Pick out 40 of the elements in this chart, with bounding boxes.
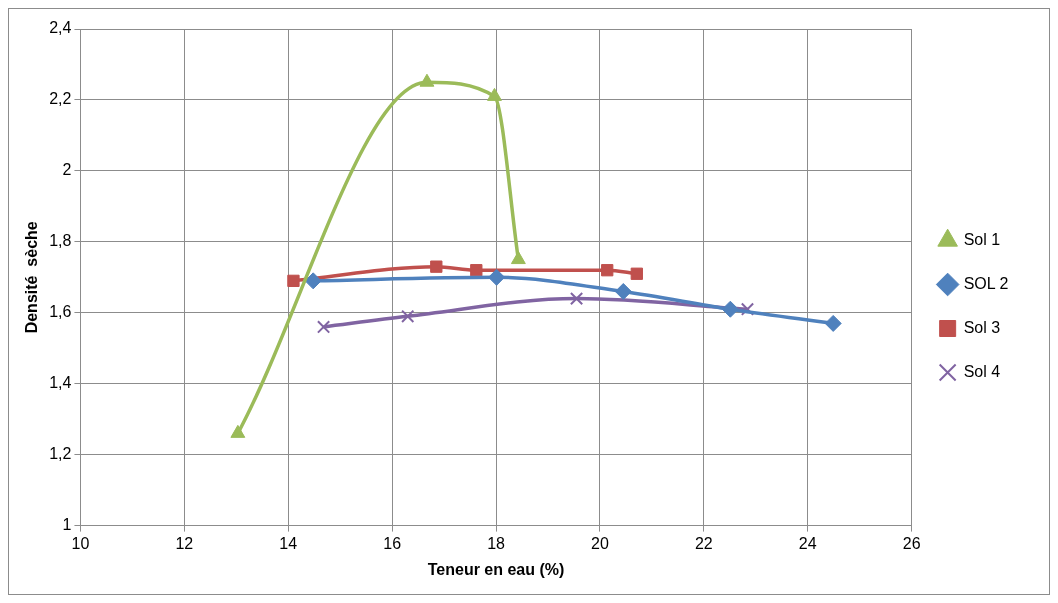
x-tick-label: 10 <box>71 534 90 552</box>
y-tick-label: 1,6 <box>49 303 72 321</box>
y-tick-label: 2 <box>62 161 72 179</box>
point <box>487 87 502 101</box>
point <box>287 274 300 287</box>
point <box>316 320 331 334</box>
x-tick-label: 16 <box>383 534 402 552</box>
y-axis-title: Densité sèche <box>23 221 41 334</box>
y-tick-label: 1 <box>62 516 72 534</box>
point <box>304 272 322 290</box>
legend-label: Sol 3 <box>963 318 1001 336</box>
x-axis-title: Teneur en eau (%) <box>427 560 565 578</box>
x-tick-label: 18 <box>487 534 506 552</box>
y-tick-label: 1,4 <box>49 374 72 392</box>
y-tick-label: 2,2 <box>49 90 72 108</box>
point <box>721 300 739 318</box>
legend-label: SOL 2 <box>963 274 1009 292</box>
y-tick-label: 2,4 <box>49 19 72 37</box>
point <box>430 260 443 273</box>
x-tick-label: 24 <box>798 534 817 552</box>
point <box>740 302 755 316</box>
legend-label: Sol 4 <box>963 362 1001 380</box>
point <box>488 268 506 286</box>
point <box>510 251 526 265</box>
point <box>614 282 632 300</box>
x-tick-label: 12 <box>175 534 194 552</box>
x-tick-label: 14 <box>279 534 298 552</box>
point <box>419 73 435 87</box>
point <box>824 314 842 332</box>
x-tick-label: 20 <box>591 534 609 552</box>
x-tick-label: 26 <box>902 534 921 552</box>
point <box>470 264 483 277</box>
point <box>401 309 415 323</box>
y-tick-label: 1,8 <box>49 232 72 250</box>
x-tick-label: 22 <box>694 534 713 552</box>
legend-label: Sol 1 <box>963 230 1001 248</box>
point <box>601 264 614 277</box>
point <box>569 291 584 306</box>
point <box>630 267 643 280</box>
y-tick-label: 1,2 <box>49 445 72 463</box>
